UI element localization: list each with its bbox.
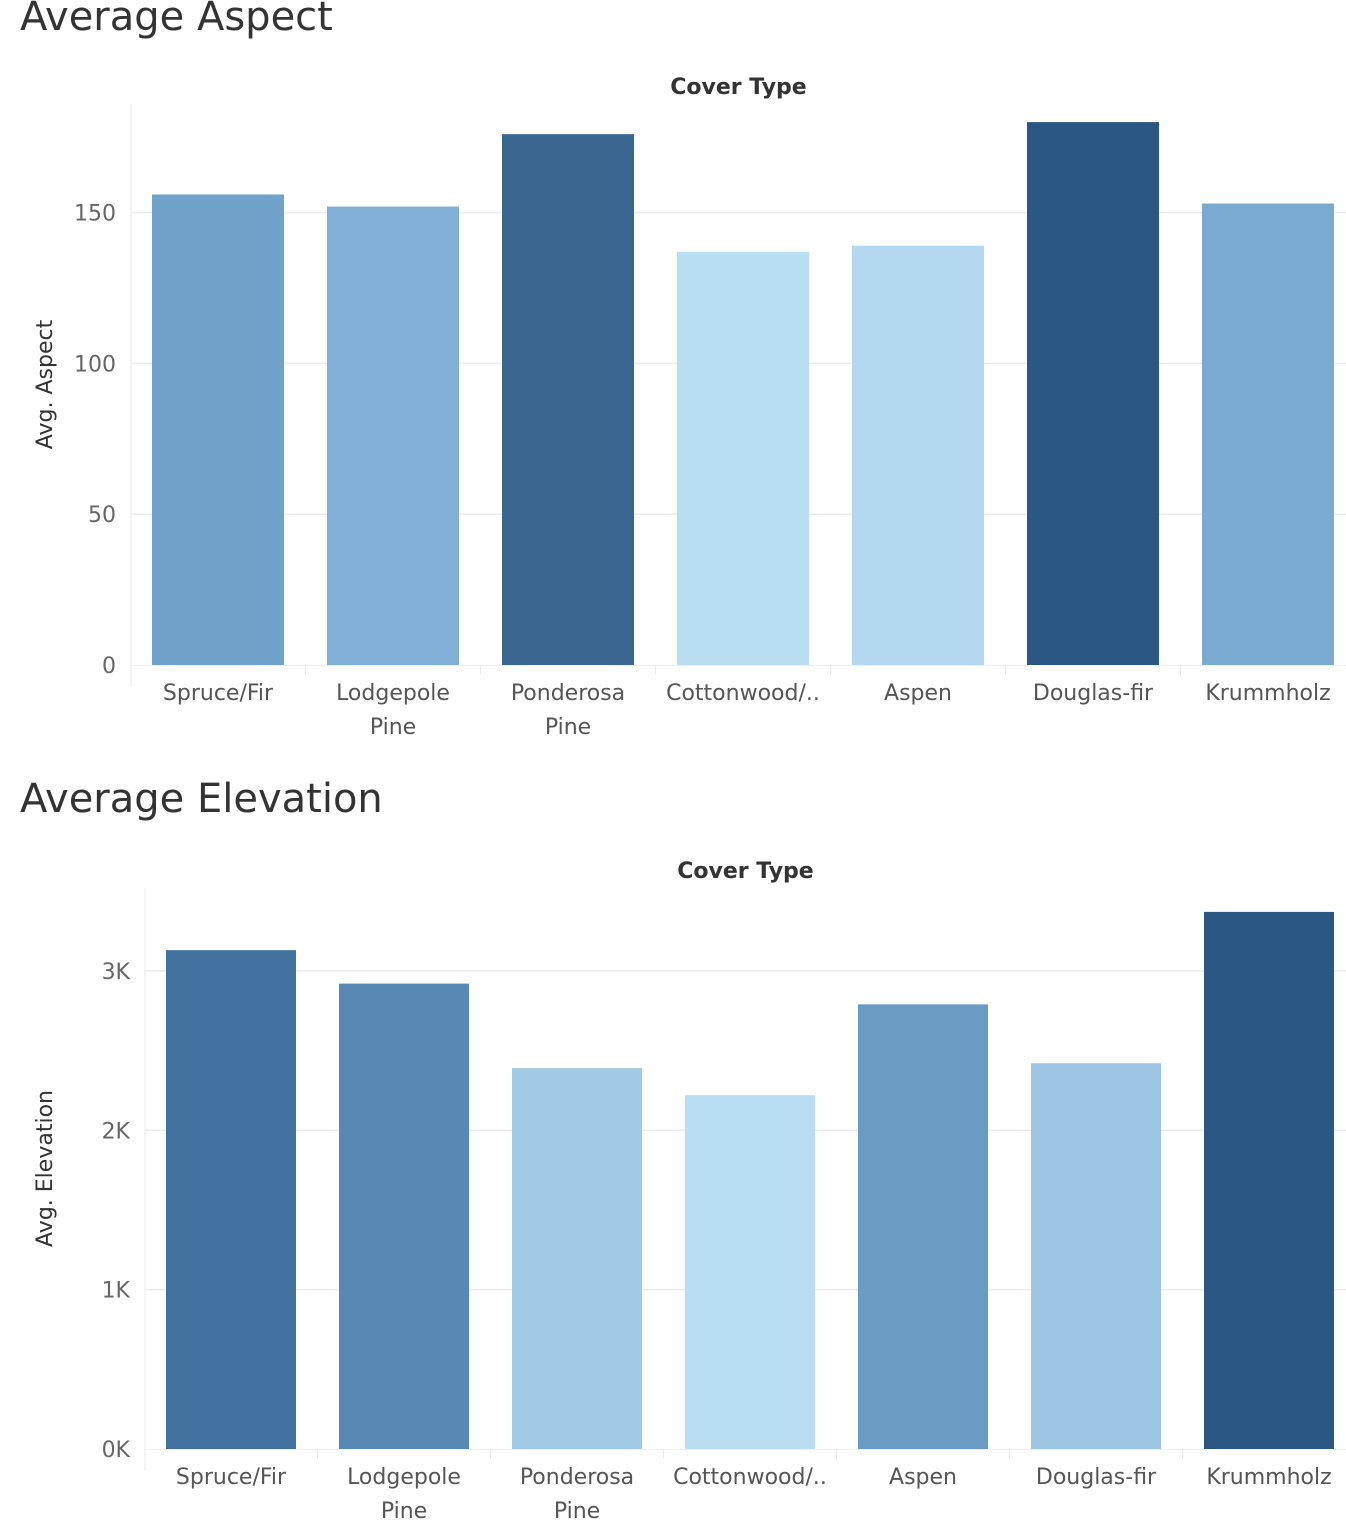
category-label: Aspen <box>889 1465 957 1490</box>
aspect-bar-chart: Cover Type 0 50 100 150 Avg. Aspect Spruce/Fir… <box>33 75 1346 740</box>
bar <box>152 194 284 665</box>
category-label-line: Aspen <box>884 681 952 706</box>
category-label-line: Lodgepole <box>336 681 450 706</box>
bar <box>166 950 296 1449</box>
bar <box>1202 203 1334 665</box>
category-label-line: Krummholz <box>1206 1465 1331 1490</box>
category-label-line: Lodgepole <box>347 1465 461 1490</box>
category-label-line: Spruce/Fir <box>176 1465 287 1490</box>
y-tick-label: 100 <box>74 352 116 377</box>
category-label: Cottonwood/.. <box>666 681 820 706</box>
category-label: Cottonwood/.. <box>673 1465 827 1490</box>
category-label-line: Ponderosa <box>520 1465 634 1490</box>
category-label-line: Ponderosa <box>511 681 625 706</box>
aspect-panel: Average Aspect Cover Type 0 50 100 150 Avg. A… <box>0 0 1346 760</box>
category-label-line: Pine <box>370 715 416 740</box>
elevation-chart-title: Average Elevation <box>20 776 383 822</box>
bar <box>502 134 634 666</box>
aspect-chart-title: Average Aspect <box>20 0 333 40</box>
bar <box>1204 911 1334 1449</box>
category-label-line: Cottonwood/.. <box>673 1465 827 1490</box>
y-tick-label: 150 <box>74 202 116 227</box>
y-tick-label: 50 <box>88 503 116 528</box>
category-label: Douglas-fir <box>1036 1465 1157 1490</box>
category-label: Douglas-fir <box>1033 681 1154 706</box>
bar <box>677 251 809 665</box>
bar <box>1031 1063 1161 1449</box>
category-label: Krummholz <box>1206 1465 1331 1490</box>
category-label-line: Aspen <box>889 1465 957 1490</box>
bar <box>339 983 469 1449</box>
category-label: Krummholz <box>1205 681 1330 706</box>
category-label: Aspen <box>884 681 952 706</box>
category-label-line: Douglas-fir <box>1033 681 1154 706</box>
bar <box>858 1004 988 1449</box>
y-axis-label: Avg. Elevation <box>33 1090 58 1247</box>
y-tick-label: 3K <box>102 960 131 985</box>
category-label-line: Douglas-fir <box>1036 1465 1157 1490</box>
category-label-line: Pine <box>381 1499 427 1524</box>
bar <box>512 1068 642 1449</box>
category-label: Spruce/Fir <box>176 1465 287 1490</box>
category-label-line: Krummholz <box>1205 681 1330 706</box>
y-tick-label: 0K <box>102 1438 131 1463</box>
y-tick-label: 1K <box>102 1279 131 1304</box>
category-label: Spruce/Fir <box>163 681 274 706</box>
y-tick-label: 0 <box>102 654 116 679</box>
category-label: Lodgepole Pine <box>336 681 450 740</box>
y-tick-label: 2K <box>102 1119 131 1144</box>
category-label-line: Cottonwood/.. <box>666 681 820 706</box>
bar <box>327 206 459 665</box>
bar <box>852 245 984 666</box>
category-label-line: Spruce/Fir <box>163 681 274 706</box>
column-header: Cover Type <box>670 75 806 100</box>
bar <box>685 1095 815 1449</box>
y-axis-label: Avg. Aspect <box>33 319 58 449</box>
category-label: Ponderosa Pine <box>511 681 625 740</box>
category-label: Ponderosa Pine <box>520 1465 634 1524</box>
category-label-line: Pine <box>545 715 591 740</box>
category-label: Lodgepole Pine <box>347 1465 461 1524</box>
category-label-line: Pine <box>554 1499 600 1524</box>
bar <box>1027 122 1159 665</box>
column-header: Cover Type <box>677 859 813 884</box>
